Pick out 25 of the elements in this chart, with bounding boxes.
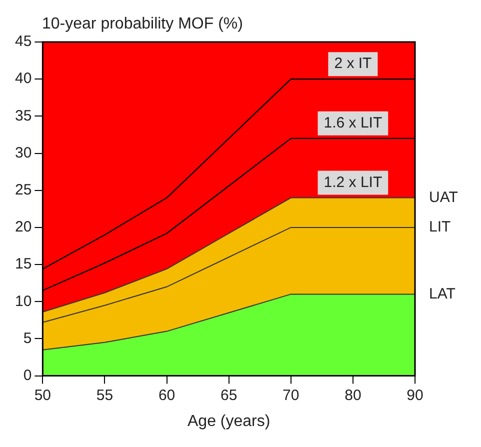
y-tick-label: 0 — [23, 366, 32, 384]
x-tick-label: 55 — [96, 386, 114, 404]
y-tick-label: 15 — [14, 256, 32, 273]
y-axis-title: 10-year probability MOF (%) — [42, 15, 243, 32]
y-tick-label: 45 — [14, 33, 32, 50]
y-tick-label: 25 — [14, 181, 32, 198]
y-tick-label: 5 — [23, 330, 32, 347]
y-tick-label: 20 — [14, 218, 32, 236]
x-tick-label: 70 — [282, 386, 300, 404]
x-tick-label: 65 — [220, 386, 238, 404]
series-label: UAT — [429, 188, 458, 206]
series-label: 1.6 x LIT — [324, 114, 382, 132]
x-tick-label: 90 — [406, 386, 424, 404]
series-label: LAT — [429, 285, 456, 302]
series-label: 2 x IT — [334, 55, 372, 72]
y-tick-label: 30 — [14, 144, 32, 162]
annotation: 1.2 x LIT — [324, 174, 382, 191]
y-tick-label: 35 — [14, 107, 32, 124]
y-tick-label: 10 — [14, 292, 32, 310]
x-tick-label: 60 — [158, 386, 176, 404]
x-tick-label: 50 — [34, 386, 52, 404]
x-axis-title: Age (years) — [187, 412, 270, 430]
series-label: LIT — [429, 218, 451, 236]
y-tick-label: 40 — [14, 70, 32, 88]
x-tick-label: 80 — [344, 386, 362, 404]
